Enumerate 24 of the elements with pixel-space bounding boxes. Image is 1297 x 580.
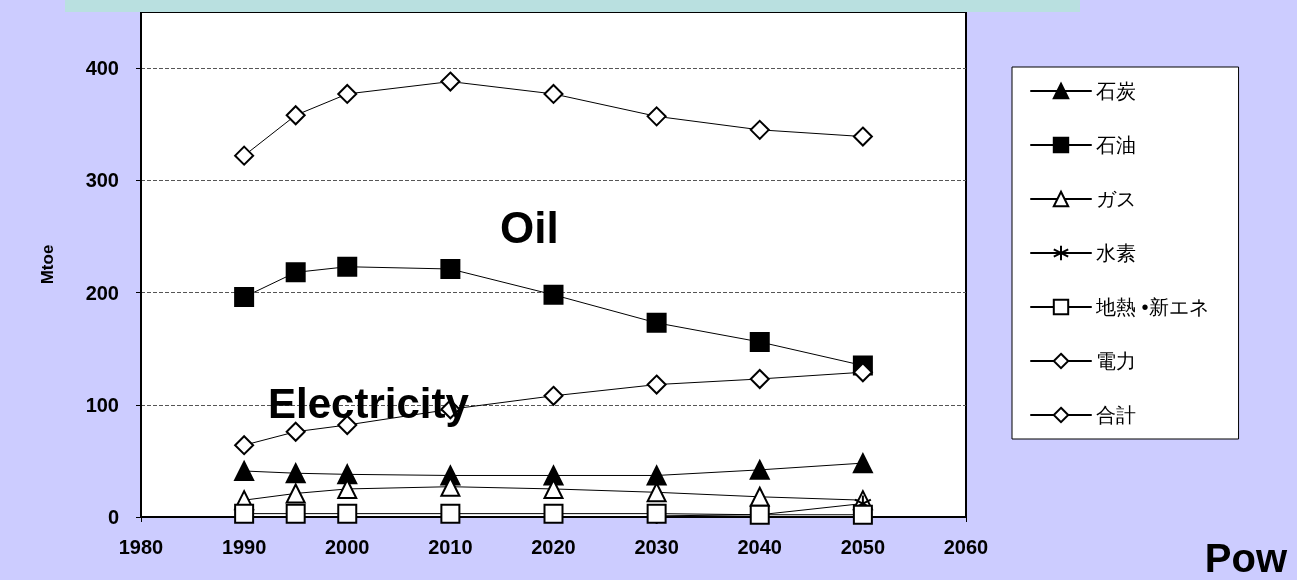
text: Pow: [1204, 536, 1288, 580]
x-tick-label: 2020: [531, 536, 576, 558]
x-tick-label: 2000: [325, 536, 370, 558]
y-axis-title: Mtoe: [38, 244, 57, 285]
x-tick-label: 2040: [737, 536, 782, 558]
x-tick-label: 1980: [118, 536, 164, 558]
legend-label: 石油: [1096, 134, 1136, 156]
x-tick-label: 1990: [221, 536, 267, 558]
x-tick-label: 2010: [428, 536, 473, 558]
y-tick-label: 100: [85, 393, 119, 416]
y-tick-label: 400: [85, 57, 119, 80]
x-tick-label: 2030: [634, 536, 679, 558]
y-tick-label: 200: [85, 281, 119, 304]
x-tick-label: 2050: [840, 536, 886, 558]
annotation: Oil: [500, 202, 559, 252]
legend-label: 石炭: [1096, 80, 1136, 102]
x-tick-label: 2060: [943, 536, 989, 558]
legend-label: ガス: [1096, 188, 1136, 210]
y-tick-label: 300: [85, 169, 119, 192]
legend-label: 水素: [1096, 242, 1136, 264]
legend-label: 地熱 •新エネ: [1095, 296, 1209, 318]
y-tick-label: 0: [107, 506, 119, 528]
legend-label: 電力: [1096, 350, 1136, 372]
legend-label: 合計: [1096, 404, 1136, 426]
